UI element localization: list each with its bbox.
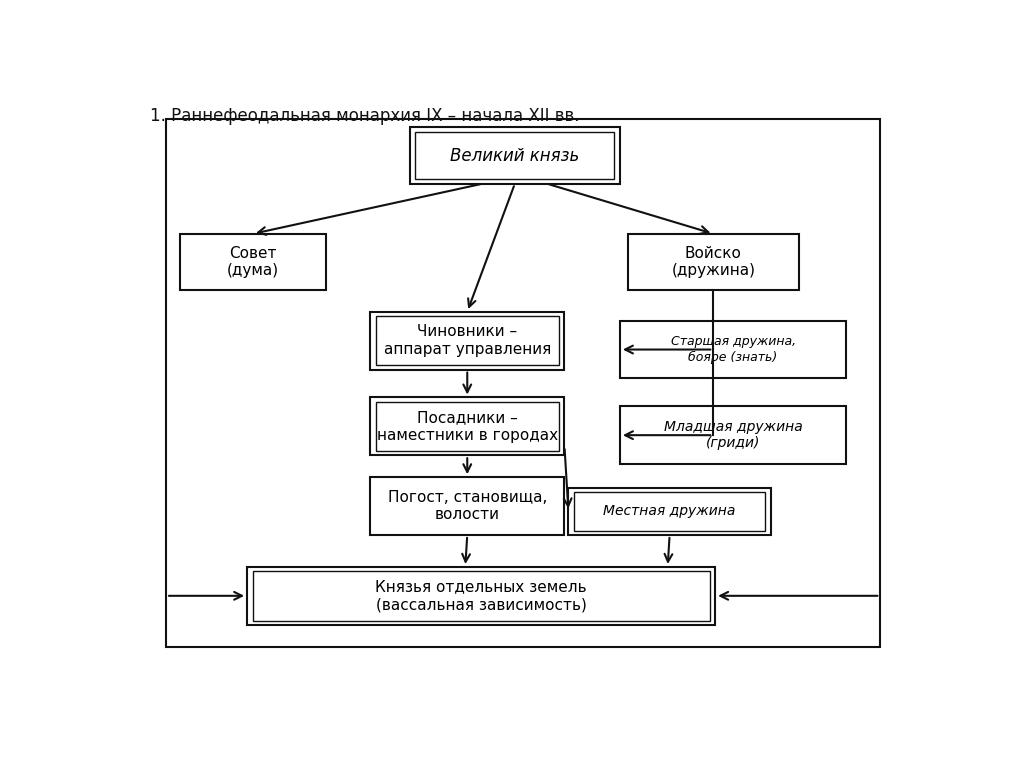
- Bar: [620, 407, 846, 464]
- Bar: [376, 316, 559, 366]
- Bar: [247, 567, 715, 625]
- Bar: [568, 488, 771, 535]
- Bar: [620, 321, 846, 378]
- Text: 1. Раннефеодальная монархия IX – начала XII вв.: 1. Раннефеодальная монархия IX – начала …: [151, 107, 580, 125]
- Text: Младшая дружина
(гриди): Младшая дружина (гриди): [664, 420, 803, 450]
- Bar: [410, 127, 621, 183]
- Text: Князья отдельных земель
(вассальная зависимость): Князья отдельных земель (вассальная зави…: [376, 580, 587, 612]
- Bar: [370, 477, 564, 535]
- Bar: [253, 571, 710, 621]
- Text: Великий князь: Великий князь: [451, 146, 580, 165]
- Bar: [370, 397, 564, 456]
- Bar: [574, 492, 765, 531]
- Bar: [179, 234, 327, 290]
- Text: Войско
(дружина): Войско (дружина): [672, 245, 756, 278]
- Text: Старшая дружина,
бояре (знать): Старшая дружина, бояре (знать): [671, 335, 796, 364]
- Text: Местная дружина: Местная дружина: [603, 505, 736, 518]
- Text: Совет
(дума): Совет (дума): [227, 245, 280, 278]
- Bar: [416, 132, 614, 179]
- Text: Погост, становища,
волости: Погост, становища, волости: [387, 490, 547, 522]
- Text: Посадники –
наместники в городах: Посадники – наместники в городах: [377, 410, 558, 443]
- Bar: [370, 311, 564, 370]
- Bar: [628, 234, 799, 290]
- Bar: [376, 401, 559, 451]
- Bar: [166, 119, 881, 647]
- Text: Чиновники –
аппарат управления: Чиновники – аппарат управления: [384, 324, 551, 357]
